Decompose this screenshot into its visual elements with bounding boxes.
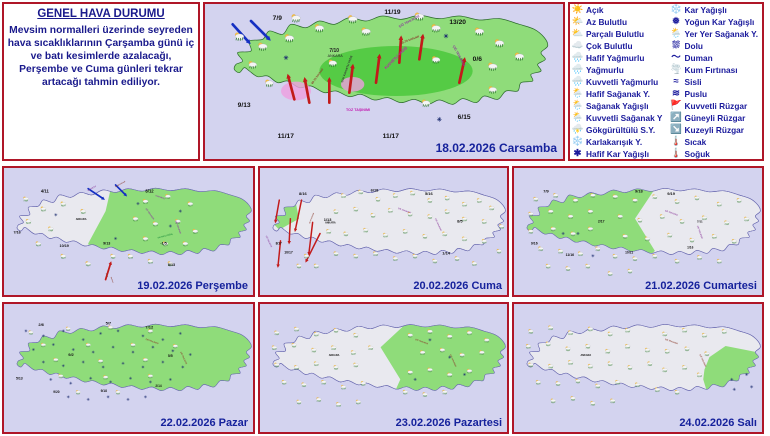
svg-text:9/16: 9/16 (531, 242, 538, 246)
svg-text:13/20: 13/20 (449, 19, 466, 26)
svg-text:km/saat: km/saat (110, 276, 115, 283)
svg-text:2/17: 2/17 (598, 219, 605, 223)
svg-text:5/16: 5/16 (425, 191, 433, 196)
svg-text:7/10: 7/10 (329, 48, 339, 54)
svg-text:1/14: 1/14 (442, 250, 450, 255)
svg-text:ANKARA: ANKARA (580, 354, 591, 357)
svg-text:6/15: 6/15 (458, 114, 471, 121)
svg-text:8/12: 8/12 (145, 188, 154, 193)
svg-text:ANKARA: ANKARA (325, 222, 336, 225)
svg-text:ANKARA: ANKARA (329, 354, 340, 357)
svg-text:11/16: 11/16 (566, 253, 575, 257)
svg-text:ANKARA: ANKARA (328, 54, 344, 58)
svg-text:8/5: 8/5 (457, 218, 463, 223)
svg-text:TOZ TAŞINIMI: TOZ TAŞINIMI (346, 108, 370, 112)
svg-text:9/18: 9/18 (101, 389, 107, 393)
svg-text:9/13: 9/13 (238, 102, 251, 109)
svg-text:ÇIĞ TEHLİKESİ: ÇIĞ TEHLİKESİ (265, 235, 273, 248)
svg-text:ANKARA: ANKARA (76, 218, 87, 221)
svg-text:10/19: 10/19 (60, 244, 69, 248)
svg-text:-1/5: -1/5 (160, 242, 166, 246)
svg-text:9/19: 9/19 (667, 191, 675, 196)
svg-text:5/13: 5/13 (16, 376, 23, 380)
svg-text:11/17: 11/17 (278, 133, 295, 140)
svg-text:5/13: 5/13 (168, 263, 175, 267)
svg-text:10/17: 10/17 (284, 250, 293, 254)
svg-text:8/17: 8/17 (276, 242, 282, 246)
svg-text:40-60 km/saat: 40-60 km/saat (115, 180, 127, 188)
svg-text:7/12: 7/12 (145, 324, 154, 329)
svg-text:7/9: 7/9 (273, 15, 283, 22)
svg-text:7/16: 7/16 (13, 231, 20, 235)
svg-text:2/14: 2/14 (155, 384, 161, 388)
svg-text:9/20: 9/20 (53, 390, 59, 394)
svg-text:7/9: 7/9 (543, 189, 549, 194)
svg-text:8/16: 8/16 (299, 191, 307, 196)
svg-text:6/18: 6/18 (371, 188, 379, 193)
svg-text:9/13: 9/13 (103, 242, 110, 246)
svg-text:11/19: 11/19 (384, 9, 401, 16)
svg-text:2/6: 2/6 (38, 322, 44, 327)
svg-text:5/7: 5/7 (106, 321, 112, 326)
svg-text:10/21: 10/21 (625, 250, 633, 254)
svg-text:9/18: 9/18 (635, 189, 643, 194)
svg-text:7/11: 7/11 (697, 219, 703, 223)
svg-text:1/16: 1/16 (687, 245, 693, 249)
svg-text:5/5: 5/5 (168, 354, 173, 358)
svg-text:9/2: 9/2 (68, 352, 74, 357)
svg-text:11/17: 11/17 (383, 133, 400, 140)
svg-text:0/6: 0/6 (473, 56, 483, 63)
svg-text:4/11: 4/11 (41, 188, 50, 193)
